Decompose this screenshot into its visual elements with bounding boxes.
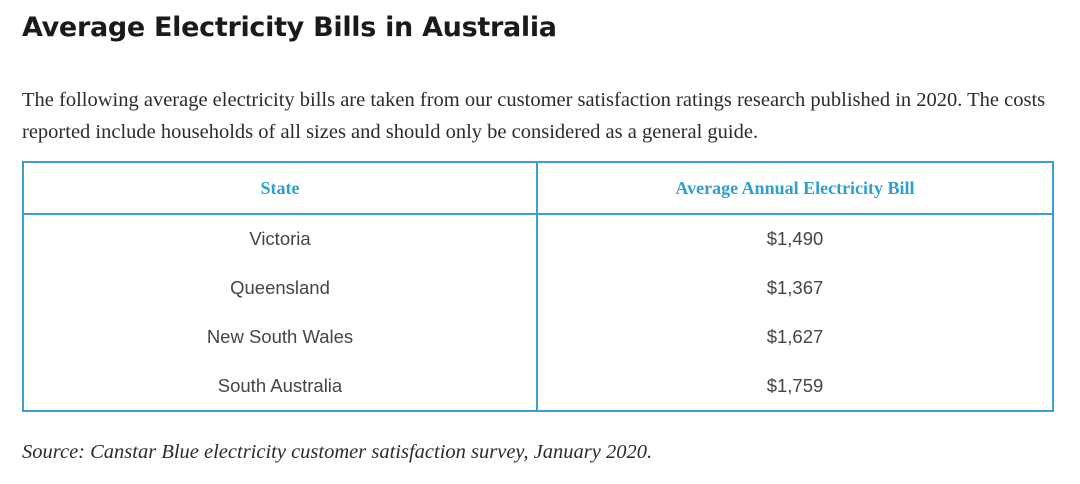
article-title: Average Electricity Bills in Australia (22, 12, 557, 43)
bill-cell: $1,490 (766, 228, 824, 250)
source-note: Source: Canstar Blue electricity custome… (22, 441, 653, 463)
table-row: South Australia $1,759 (23, 361, 1053, 411)
bill-cell: $1,759 (766, 374, 824, 396)
table-row: Queensland $1,367 (23, 263, 1053, 313)
bill-cell: $1,627 (766, 325, 824, 347)
column-header-state: State (23, 162, 538, 215)
table-row: New South Wales $1,627 (23, 312, 1053, 362)
table-row: Victoria $1,490 (23, 214, 1053, 264)
state-cell: Victoria (23, 214, 538, 264)
column-header-bill: Average Annual Electricity Bill (537, 162, 1053, 215)
state-cell: New South Wales (23, 312, 538, 362)
state-cell: Queensland (23, 263, 538, 313)
state-cell: South Australia (23, 361, 538, 411)
electricity-bills-table: State Average Annual Electricity Bill Vi… (22, 161, 1054, 412)
table-header-row: State Average Annual Electricity Bill (23, 162, 1053, 215)
bill-cell: $1,367 (766, 277, 824, 299)
intro-paragraph: The following average electricity bills … (22, 89, 1046, 143)
